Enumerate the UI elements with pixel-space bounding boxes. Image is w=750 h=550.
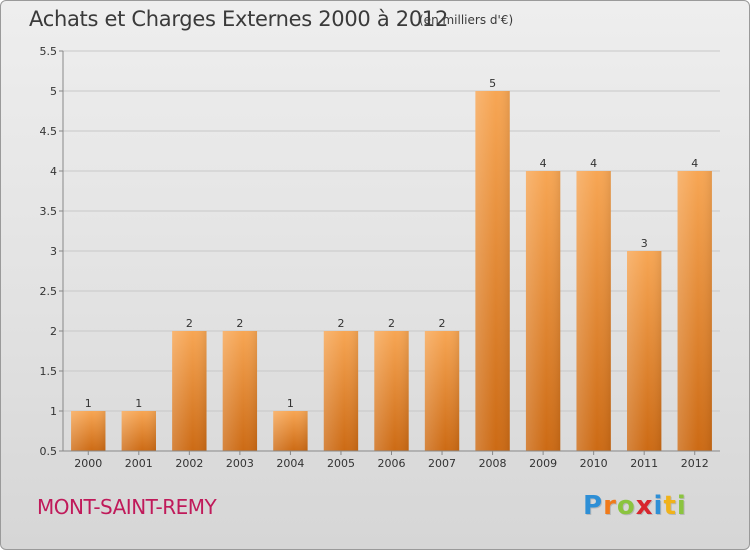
data-label: 2 — [388, 317, 395, 330]
data-label: 1 — [135, 397, 142, 410]
data-label: 4 — [590, 157, 597, 170]
bar-shade — [525, 171, 561, 451]
bar-shade — [475, 91, 510, 451]
data-label: 5 — [489, 77, 496, 90]
x-tick-label: 2006 — [378, 457, 406, 470]
y-tick-label: 4 — [50, 165, 57, 178]
x-tick-label: 2009 — [529, 457, 557, 470]
x-tick-label: 2007 — [428, 457, 456, 470]
data-label: 3 — [641, 237, 648, 250]
bar-shade — [323, 331, 359, 451]
data-label: 4 — [540, 157, 547, 170]
data-label: 1 — [287, 397, 294, 410]
bar-shade — [121, 411, 156, 451]
y-tick-label: 2 — [50, 325, 57, 338]
chart-title: Achats et Charges Externes 2000 à 2012 — [29, 7, 449, 31]
logo-letter: t — [663, 491, 677, 521]
y-tick-label: 4.5 — [40, 125, 58, 138]
bar-shade — [273, 411, 308, 451]
x-tick-label: 2012 — [681, 457, 709, 470]
data-label: 2 — [337, 317, 344, 330]
logo-letter: r — [603, 491, 617, 521]
x-tick-label: 2008 — [479, 457, 507, 470]
bar-shade — [576, 171, 611, 451]
axes: 0.5 1 1.5 2 2.5 3 3.5 4 4.5 5 5.5 2000 2001 2002 2003 2… — [40, 45, 720, 470]
bars: 1 1 2 2 1 2 2 2 5 4 4 3 4 — [71, 77, 712, 451]
logo-letter: o — [616, 491, 636, 521]
x-tick-label: 2010 — [580, 457, 608, 470]
data-label: 1 — [85, 397, 92, 410]
logo-letter: P — [583, 491, 604, 521]
bar-shade — [222, 331, 258, 451]
commune-name: MONT-SAINT-REMY — [37, 495, 217, 519]
x-tick-label: 2002 — [175, 457, 203, 470]
bar-shade — [374, 331, 409, 451]
logo-letter: i — [653, 491, 664, 521]
proxiti-logo[interactable]: Proxiti — [583, 491, 687, 521]
y-tick-label: 3.5 — [40, 205, 58, 218]
chart-unit: (en milliers d'€) — [419, 13, 514, 27]
bar-shade — [627, 251, 662, 451]
y-tick-label: 0.5 — [40, 445, 58, 458]
data-label: 2 — [236, 317, 243, 330]
data-label: 2 — [186, 317, 193, 330]
y-tick-label: 2.5 — [40, 285, 58, 298]
bar-shade — [424, 331, 460, 451]
data-label: 2 — [439, 317, 446, 330]
data-label: 4 — [691, 157, 698, 170]
bar-shade — [172, 331, 207, 451]
y-tick-label: 1.5 — [40, 365, 58, 378]
logo-letter: x — [635, 491, 654, 521]
y-tick-label: 5 — [50, 85, 57, 98]
x-tick-label: 2003 — [226, 457, 254, 470]
logo-letter: i — [676, 491, 687, 521]
x-tick-label: 2011 — [630, 457, 658, 470]
y-tick-label: 3 — [50, 245, 57, 258]
x-tick-label: 2005 — [327, 457, 355, 470]
x-tick-label: 2004 — [276, 457, 304, 470]
bar-shade — [71, 411, 106, 451]
bar-shade — [677, 171, 712, 451]
x-tick-label: 2000 — [74, 457, 102, 470]
x-tick-label: 2001 — [125, 457, 153, 470]
y-tick-label: 5.5 — [40, 45, 58, 58]
y-tick-label: 1 — [50, 405, 57, 418]
